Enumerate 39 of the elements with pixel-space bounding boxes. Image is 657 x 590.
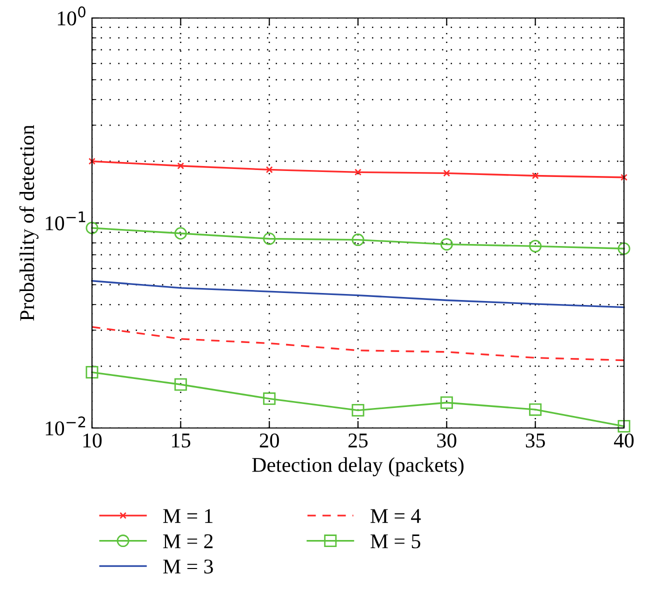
x-tick-label: 10 (83, 433, 102, 448)
x-tick-label: 30 (437, 433, 456, 448)
point (529, 403, 542, 416)
point (177, 162, 184, 170)
x-tick-label: 40 (614, 433, 634, 448)
legend-label: M = 3 (163, 560, 213, 574)
x-tick-label: 35 (526, 434, 545, 448)
y-tick-label: 10$^{0}$ (58, 6, 86, 26)
legend-label: M = 2 (163, 534, 213, 548)
x-tick-label: 25 (348, 434, 368, 448)
point (352, 404, 364, 417)
point (174, 227, 187, 240)
line-series (91, 326, 625, 362)
x-tick-label: 15 (172, 434, 190, 448)
legend-label: M = 4 (370, 509, 421, 523)
point (620, 174, 628, 181)
point (352, 234, 364, 246)
line-series (91, 280, 625, 308)
point (529, 240, 542, 252)
x-tick-label: 20 (260, 433, 279, 448)
point (440, 396, 453, 409)
y-axis-title: Probability of detection (19, 124, 38, 321)
point (88, 158, 96, 165)
legend-label: M = 5 (370, 534, 420, 548)
point (86, 222, 98, 234)
y-tick-label: 10$^{−1}$ (46, 212, 86, 230)
point (532, 172, 539, 180)
point (263, 392, 276, 405)
x-axis-title: Detection delay (packets) (252, 457, 464, 476)
legend-label: M = 1 (163, 509, 212, 523)
point (174, 378, 187, 391)
y-tick-label: 10$^{−2}$ (46, 416, 86, 436)
point (266, 166, 273, 174)
point (443, 170, 450, 177)
point (263, 232, 276, 245)
point (618, 242, 630, 255)
point (354, 168, 362, 176)
point (440, 238, 453, 251)
point (86, 366, 98, 379)
